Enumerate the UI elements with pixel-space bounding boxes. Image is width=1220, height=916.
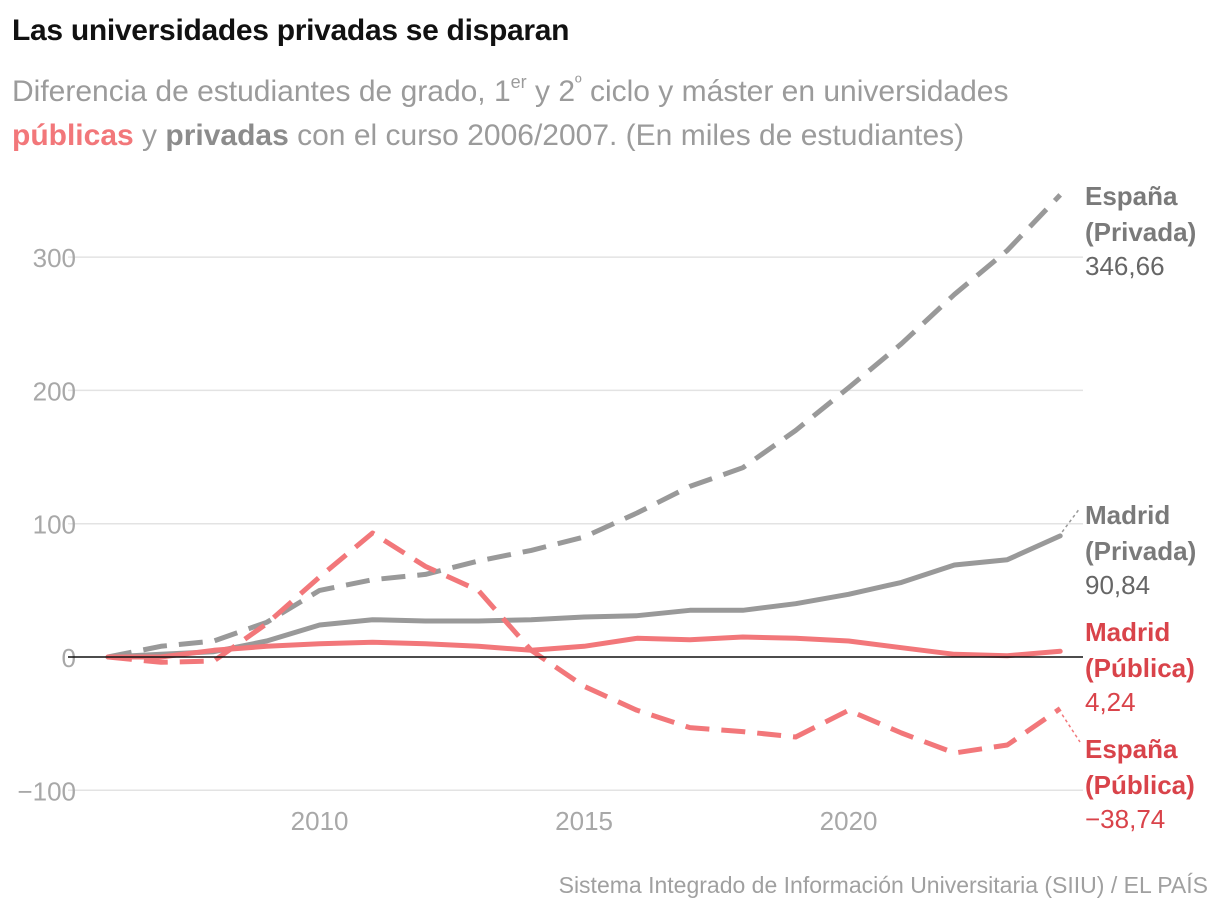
x-tick-label: 2015 <box>555 806 613 836</box>
chart-subtitle: Diferencia de estudiantes de grado, 1er … <box>12 70 1172 158</box>
subtitle-text-3: ciclo y máster en universidades <box>581 75 1009 108</box>
series-end-value-label: 346,66 <box>1085 251 1165 281</box>
y-tick-label: 100 <box>33 510 76 540</box>
chart-title: Las universidades privadas se disparan <box>12 14 570 47</box>
leader-line <box>1061 714 1081 743</box>
series-end-label-name: España <box>1085 181 1178 211</box>
y-tick-label: 300 <box>33 243 76 273</box>
subtitle-text-y: y <box>133 119 166 152</box>
series-end-value-label: 90,84 <box>1085 570 1150 600</box>
series-end-value-label: −38,74 <box>1085 804 1165 834</box>
subtitle-privadas-highlight: privadas <box>165 119 289 152</box>
series-line-0 <box>107 193 1063 660</box>
series-line-1 <box>105 533 1063 660</box>
leader-line <box>1061 507 1081 533</box>
series-end-label-group: (Pública) <box>1085 653 1195 683</box>
x-tick-label: 2020 <box>820 806 878 836</box>
x-tick-label: 2010 <box>291 806 349 836</box>
series-end-label-name: Madrid <box>1085 617 1170 647</box>
y-tick-label: −100 <box>17 776 76 806</box>
y-tick-label: 0 <box>62 643 76 673</box>
subtitle-publicas-highlight: públicas <box>12 119 134 152</box>
series-end-value-label: 4,24 <box>1085 687 1136 717</box>
y-tick-label: 200 <box>33 376 76 406</box>
subtitle-superscript-1: er <box>510 72 527 92</box>
series-end-label-group: (Privada) <box>1085 217 1196 247</box>
source-credit: Sistema Integrado de Información Univers… <box>558 872 1208 898</box>
series-line-2 <box>105 634 1063 660</box>
series-end-label-name: España <box>1085 734 1178 764</box>
subtitle-text-4: con el curso 2006/2007. (En miles de est… <box>288 119 965 152</box>
series-end-label-name: Madrid <box>1085 500 1170 530</box>
series-line-3 <box>107 530 1062 756</box>
subtitle-text-1: Diferencia de estudiantes de grado, 1 <box>12 75 511 108</box>
series-end-label-group: (Pública) <box>1085 770 1195 800</box>
subtitle-superscript-2: º <box>575 72 582 92</box>
series-end-label-group: (Privada) <box>1085 536 1196 566</box>
subtitle-text-2: y 2 <box>526 75 576 108</box>
